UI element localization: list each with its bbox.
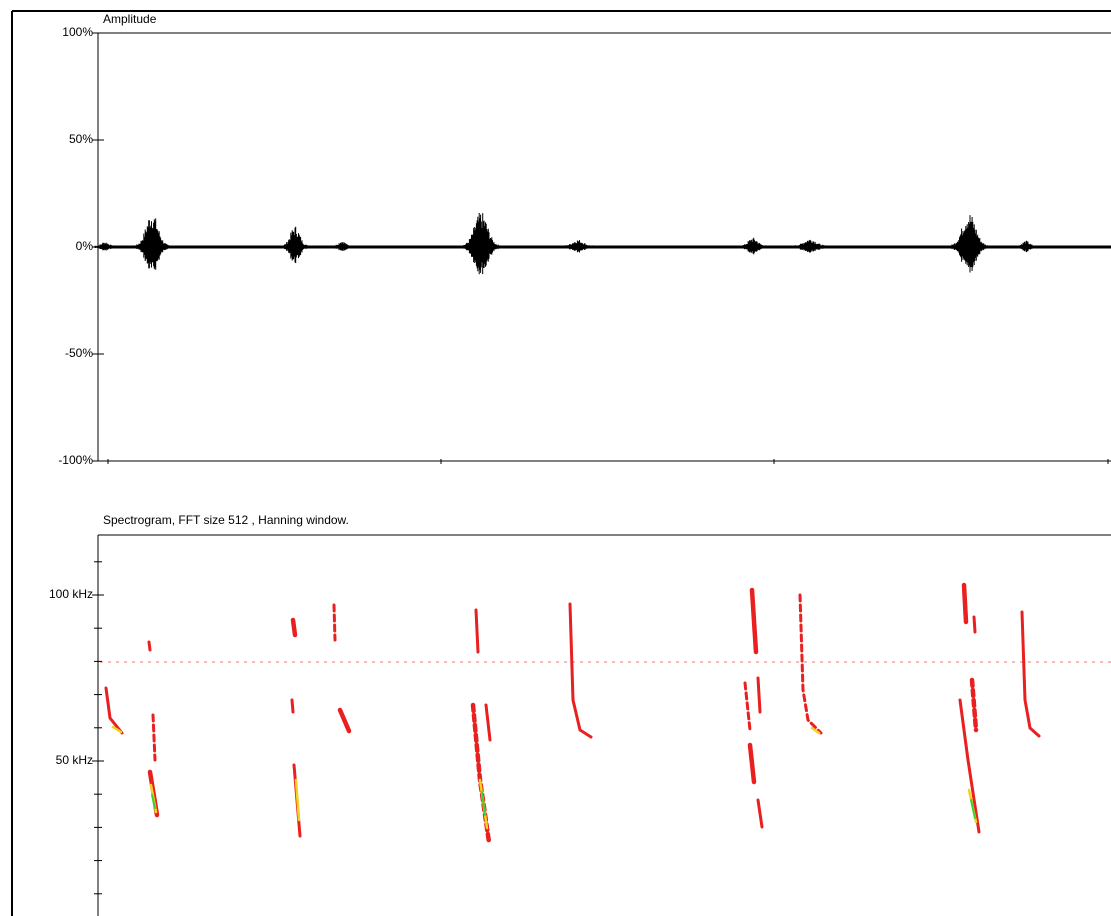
y-tick-label: 50 kHz <box>56 753 93 767</box>
call-trace <box>752 590 756 652</box>
call-trace <box>293 620 295 635</box>
call-trace <box>1022 612 1039 736</box>
burst <box>949 215 989 272</box>
burst <box>332 242 352 251</box>
call-trace <box>149 642 150 650</box>
call-trace <box>334 605 335 640</box>
y-tick-label: 100% <box>62 25 93 39</box>
call-trace <box>570 604 591 737</box>
call-trace <box>974 617 975 632</box>
call-trace <box>292 700 293 712</box>
call-trace <box>476 610 478 652</box>
call-trace <box>758 678 760 712</box>
burst <box>134 218 170 269</box>
burst <box>562 240 594 252</box>
call-trace <box>758 800 762 827</box>
waveform <box>95 213 1111 274</box>
call-trace <box>340 710 349 731</box>
analysis-window: Amplitude Spectrogram, FFT size 512 , Ha… <box>0 0 1111 916</box>
y-tick-label: 0% <box>76 239 94 253</box>
y-tick-label: 100 kHz <box>49 587 93 601</box>
y-tick-label: -50% <box>65 346 93 360</box>
burst <box>281 227 309 263</box>
burst <box>461 213 501 274</box>
burst <box>792 240 828 253</box>
spectrogram-image <box>106 585 1039 842</box>
call-trace <box>745 683 750 730</box>
call-trace <box>153 715 155 760</box>
amplitude-title: Amplitude <box>103 12 157 26</box>
call-trace <box>486 705 490 740</box>
y-tick-label: 50% <box>69 132 93 146</box>
burst <box>739 238 766 255</box>
call-core <box>296 780 299 820</box>
call-trace <box>972 680 976 730</box>
burst <box>1016 241 1036 252</box>
spectrogram-title: Spectrogram, FFT size 512 , Hanning wind… <box>103 513 349 527</box>
call-trace <box>964 585 966 622</box>
call-trace <box>750 745 754 782</box>
y-tick-label: -100% <box>58 453 93 467</box>
call-trace <box>800 595 821 733</box>
